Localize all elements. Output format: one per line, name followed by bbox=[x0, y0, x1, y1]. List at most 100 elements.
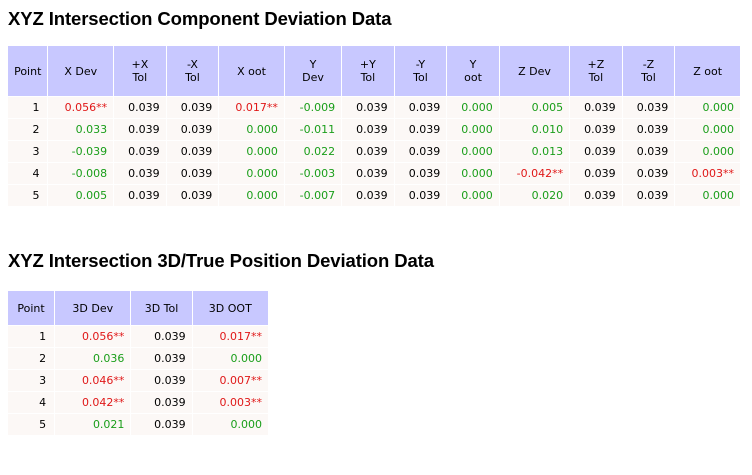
value-cell: 0.000 bbox=[675, 97, 740, 118]
value-cell: 0.039 bbox=[114, 119, 166, 140]
point-cell: 5 bbox=[8, 185, 48, 206]
column-header: 3D Dev bbox=[55, 291, 131, 325]
value-cell: 0.017** bbox=[219, 97, 284, 118]
value-cell: 0.039 bbox=[622, 97, 675, 118]
value-cell: 0.039 bbox=[131, 370, 192, 391]
value-cell: 0.056** bbox=[55, 326, 131, 347]
value-cell: 0.039 bbox=[342, 185, 394, 206]
value-cell: 0.039 bbox=[570, 97, 622, 118]
value-cell: 0.010 bbox=[499, 119, 570, 140]
point-cell: 5 bbox=[8, 414, 55, 435]
value-cell: 0.039 bbox=[394, 119, 447, 140]
value-cell: 0.039 bbox=[114, 185, 166, 206]
value-cell: 0.039 bbox=[131, 414, 192, 435]
value-cell: -0.007 bbox=[284, 185, 342, 206]
value-cell: 0.039 bbox=[166, 119, 219, 140]
value-cell: 0.005 bbox=[48, 185, 114, 206]
table-header-row: Point X Dev +X Tol -X Tol X oot Y Dev +Y Tol -Y Tol Y… bbox=[8, 46, 740, 96]
value-cell: 0.000 bbox=[675, 185, 740, 206]
value-cell: 0.005 bbox=[499, 97, 570, 118]
value-cell: 0.000 bbox=[219, 185, 284, 206]
point-cell: 4 bbox=[8, 163, 48, 184]
table-row: 3 0.046** 0.039 0.007** bbox=[8, 370, 268, 391]
value-cell: 0.039 bbox=[114, 141, 166, 162]
value-cell: 0.007** bbox=[192, 370, 268, 391]
point-cell: 3 bbox=[8, 141, 48, 162]
point-cell: 2 bbox=[8, 348, 55, 369]
true-position-deviation-title: XYZ Intersection 3D/True Position Deviat… bbox=[8, 250, 434, 271]
column-header: +Z Tol bbox=[570, 46, 622, 96]
value-cell: 0.039 bbox=[131, 348, 192, 369]
value-cell: -0.039 bbox=[48, 141, 114, 162]
value-cell: 0.039 bbox=[342, 119, 394, 140]
column-header: -Z Tol bbox=[622, 46, 675, 96]
value-cell: 0.003** bbox=[192, 392, 268, 413]
value-cell: 0.042** bbox=[55, 392, 131, 413]
column-header: +Y Tol bbox=[342, 46, 394, 96]
value-cell: 0.039 bbox=[394, 185, 447, 206]
component-deviation-table: Point X Dev +X Tol -X Tol X oot Y Dev +Y Tol -Y Tol Y… bbox=[7, 45, 741, 207]
value-cell: 0.000 bbox=[192, 348, 268, 369]
column-header: -Y Tol bbox=[394, 46, 447, 96]
value-cell: 0.039 bbox=[114, 163, 166, 184]
point-cell: 4 bbox=[8, 392, 55, 413]
column-header: +X Tol bbox=[114, 46, 166, 96]
true-position-deviation-table: Point 3D Dev 3D Tol 3D OOT 1 0.056** 0.039 0.0… bbox=[7, 290, 269, 436]
value-cell: 0.000 bbox=[219, 141, 284, 162]
column-header: Point bbox=[8, 291, 55, 325]
table-row: 1 0.056** 0.039 0.017** bbox=[8, 326, 268, 347]
value-cell: 0.039 bbox=[166, 163, 219, 184]
table-row: 4 -0.008 0.039 0.039 0.000 -0.003 0.039 0.039 0.… bbox=[8, 163, 740, 184]
value-cell: 0.036 bbox=[55, 348, 131, 369]
point-cell: 2 bbox=[8, 119, 48, 140]
value-cell: 0.000 bbox=[675, 141, 740, 162]
table-row: 2 0.036 0.039 0.000 bbox=[8, 348, 268, 369]
value-cell: 0.000 bbox=[447, 163, 499, 184]
value-cell: 0.039 bbox=[570, 141, 622, 162]
value-cell: 0.056** bbox=[48, 97, 114, 118]
column-header: -X Tol bbox=[166, 46, 219, 96]
point-cell: 3 bbox=[8, 370, 55, 391]
value-cell: 0.039 bbox=[131, 392, 192, 413]
value-cell: -0.042** bbox=[499, 163, 570, 184]
value-cell: 0.039 bbox=[622, 119, 675, 140]
value-cell: 0.033 bbox=[48, 119, 114, 140]
table-row: 5 0.005 0.039 0.039 0.000 -0.007 0.039 0.039 0.0… bbox=[8, 185, 740, 206]
value-cell: 0.000 bbox=[192, 414, 268, 435]
value-cell: 0.039 bbox=[570, 185, 622, 206]
table-header-row: Point 3D Dev 3D Tol 3D OOT bbox=[8, 291, 268, 325]
value-cell: 0.039 bbox=[342, 141, 394, 162]
column-header: Point bbox=[8, 46, 48, 96]
value-cell: 0.039 bbox=[622, 163, 675, 184]
value-cell: 0.039 bbox=[166, 141, 219, 162]
value-cell: 0.039 bbox=[394, 141, 447, 162]
value-cell: 0.003** bbox=[675, 163, 740, 184]
point-cell: 1 bbox=[8, 326, 55, 347]
value-cell: 0.000 bbox=[447, 185, 499, 206]
value-cell: 0.000 bbox=[219, 119, 284, 140]
column-header: 3D Tol bbox=[131, 291, 192, 325]
value-cell: 0.039 bbox=[622, 141, 675, 162]
value-cell: 0.039 bbox=[394, 163, 447, 184]
table-row: 3 -0.039 0.039 0.039 0.000 0.022 0.039 0.039 0.0… bbox=[8, 141, 740, 162]
value-cell: 0.000 bbox=[447, 141, 499, 162]
value-cell: -0.008 bbox=[48, 163, 114, 184]
point-cell: 1 bbox=[8, 97, 48, 118]
column-header: X Dev bbox=[48, 46, 114, 96]
value-cell: 0.039 bbox=[394, 97, 447, 118]
value-cell: 0.020 bbox=[499, 185, 570, 206]
column-header: Y Dev bbox=[284, 46, 342, 96]
value-cell: 0.000 bbox=[447, 97, 499, 118]
value-cell: 0.039 bbox=[622, 185, 675, 206]
value-cell: 0.039 bbox=[342, 163, 394, 184]
value-cell: -0.009 bbox=[284, 97, 342, 118]
table-row: 2 0.033 0.039 0.039 0.000 -0.011 0.039 0.039 0.0… bbox=[8, 119, 740, 140]
value-cell: -0.003 bbox=[284, 163, 342, 184]
value-cell: 0.013 bbox=[499, 141, 570, 162]
value-cell: 0.039 bbox=[166, 97, 219, 118]
value-cell: 0.017** bbox=[192, 326, 268, 347]
value-cell: 0.000 bbox=[447, 119, 499, 140]
value-cell: 0.039 bbox=[131, 326, 192, 347]
column-header: Z oot bbox=[675, 46, 740, 96]
